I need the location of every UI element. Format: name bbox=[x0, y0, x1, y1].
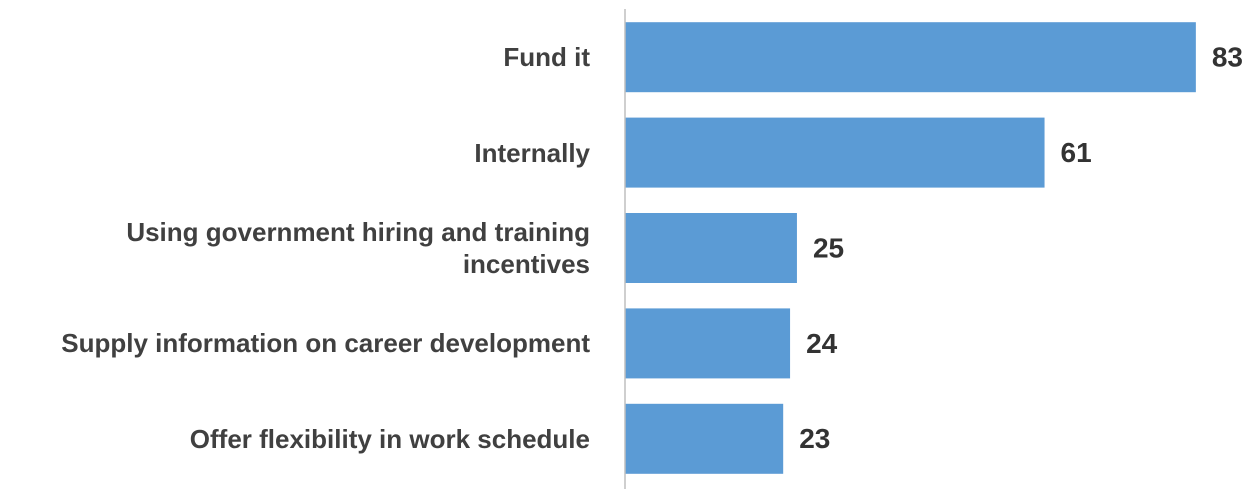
data-label: 61 bbox=[1061, 137, 1092, 168]
bar bbox=[625, 308, 791, 379]
y-tick-label: Supply information on career development bbox=[61, 328, 590, 359]
bar bbox=[625, 403, 784, 474]
y-tick-label: Using government hiring and training inc… bbox=[126, 216, 590, 279]
bar bbox=[625, 117, 1045, 188]
bar bbox=[625, 213, 797, 283]
y-tick-label: Fund it bbox=[503, 42, 590, 73]
data-label: 83 bbox=[1212, 42, 1243, 73]
y-tick-label: Internally bbox=[474, 137, 590, 168]
y-tick-label: Offer flexibility in work schedule bbox=[189, 423, 590, 454]
bar bbox=[625, 22, 1196, 93]
data-label: 25 bbox=[813, 232, 844, 263]
data-label: 24 bbox=[806, 328, 838, 359]
data-label: 23 bbox=[799, 423, 830, 454]
